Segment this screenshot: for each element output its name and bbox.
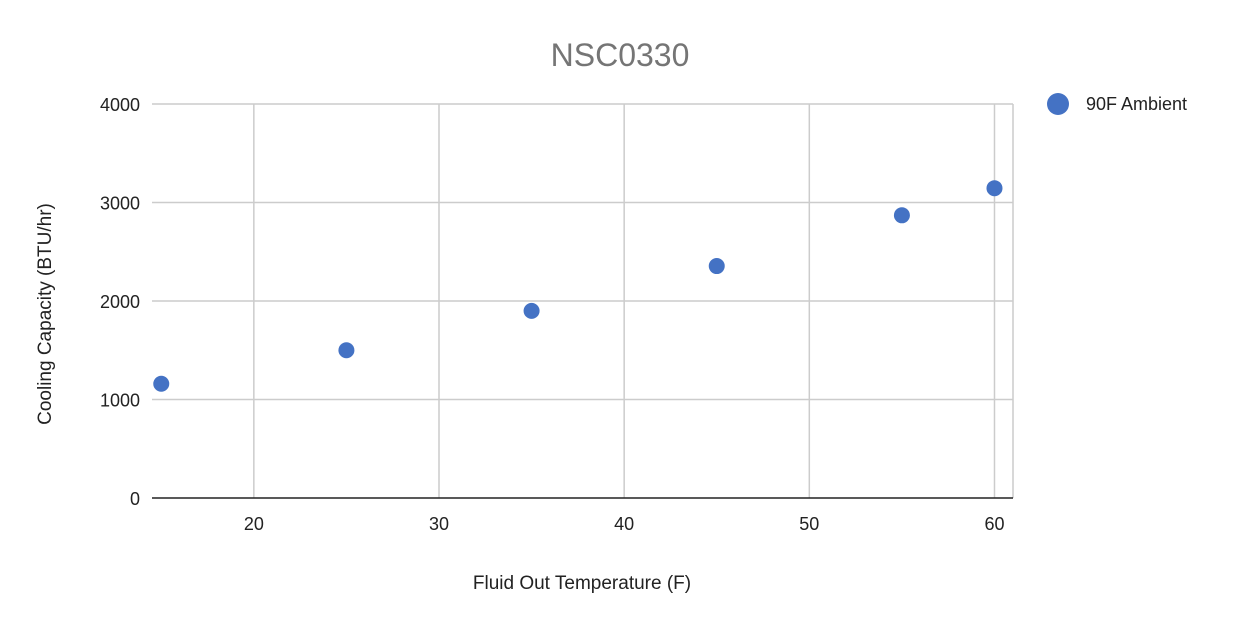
x-tick-label: 60 bbox=[984, 514, 1004, 534]
data-point bbox=[893, 207, 910, 224]
y-tick-label: 4000 bbox=[100, 95, 140, 115]
data-point bbox=[153, 375, 170, 392]
data-point bbox=[338, 342, 355, 359]
data-points bbox=[153, 180, 1003, 392]
x-axis-label: Fluid Out Temperature (F) bbox=[473, 573, 691, 594]
x-tick-label: 20 bbox=[244, 514, 264, 534]
x-tick-label: 50 bbox=[799, 514, 819, 534]
data-point bbox=[986, 180, 1003, 197]
data-point bbox=[708, 258, 725, 275]
data-point bbox=[523, 302, 540, 319]
tick-labels: 0 1000 2000 3000 4000 20 30 40 50 60 bbox=[100, 95, 1005, 534]
y-tick-label: 2000 bbox=[100, 292, 140, 312]
y-tick-label: 1000 bbox=[100, 391, 140, 411]
chart-title: NSC0330 bbox=[551, 37, 690, 73]
legend: 90F Ambient bbox=[1047, 93, 1187, 115]
y-axis-label: Cooling Capacity (BTU/hr) bbox=[35, 203, 56, 425]
legend-marker bbox=[1047, 93, 1069, 115]
x-tick-label: 40 bbox=[614, 514, 634, 534]
legend-label: 90F Ambient bbox=[1086, 94, 1187, 114]
gridlines bbox=[152, 103, 1014, 498]
x-tick-label: 30 bbox=[429, 514, 449, 534]
y-tick-label: 0 bbox=[130, 489, 140, 509]
y-tick-label: 3000 bbox=[100, 194, 140, 214]
